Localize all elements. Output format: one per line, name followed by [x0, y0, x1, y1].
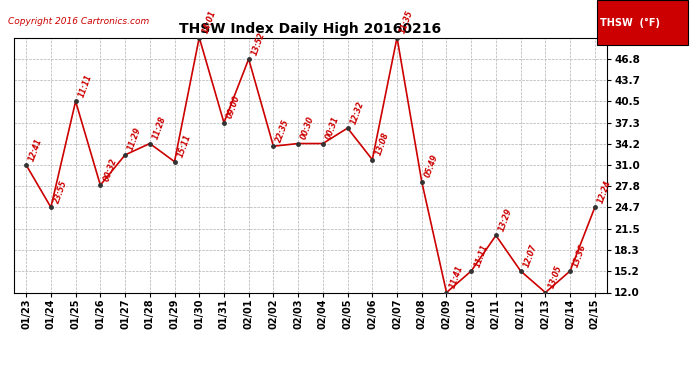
Text: 11:11: 11:11 [473, 243, 489, 268]
Text: 09:00: 09:00 [226, 94, 242, 120]
Text: 00:31: 00:31 [324, 115, 341, 141]
Text: Copyright 2016 Cartronics.com: Copyright 2016 Cartronics.com [8, 17, 149, 26]
Text: 13:36: 13:36 [571, 243, 588, 268]
Text: 12:07: 12:07 [522, 243, 539, 268]
Text: 22:35: 22:35 [275, 118, 291, 143]
Text: 12:24: 12:24 [596, 179, 613, 204]
Text: 00:30: 00:30 [299, 115, 316, 141]
Text: 12:32: 12:32 [349, 100, 366, 125]
Text: 13:52: 13:52 [250, 31, 267, 56]
Text: 11:35: 11:35 [398, 9, 415, 35]
Text: 00:32: 00:32 [101, 157, 119, 182]
Text: 14:01: 14:01 [201, 9, 217, 35]
Text: 13:29: 13:29 [497, 207, 514, 232]
Text: 11:29: 11:29 [126, 126, 143, 152]
Text: 23:55: 23:55 [52, 179, 69, 204]
Title: THSW Index Daily High 20160216: THSW Index Daily High 20160216 [179, 22, 442, 36]
Text: 15:11: 15:11 [176, 133, 193, 159]
Text: 11:41: 11:41 [448, 264, 464, 290]
Text: THSW  (°F): THSW (°F) [600, 18, 660, 27]
Text: 11:28: 11:28 [151, 115, 168, 141]
Text: 13:05: 13:05 [546, 264, 564, 290]
Text: 12:41: 12:41 [28, 136, 44, 162]
Text: 13:08: 13:08 [374, 131, 391, 157]
Text: 05:49: 05:49 [423, 153, 440, 179]
Text: 11:11: 11:11 [77, 73, 94, 99]
